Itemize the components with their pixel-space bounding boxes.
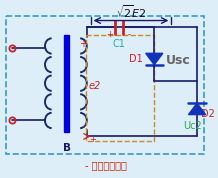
Text: D1: D1 <box>129 54 143 64</box>
Text: -: - <box>81 121 85 131</box>
Text: +: + <box>106 30 113 39</box>
Text: -: - <box>127 30 130 39</box>
Text: +: + <box>79 39 87 49</box>
Text: e2: e2 <box>89 81 101 91</box>
Polygon shape <box>189 103 206 115</box>
Polygon shape <box>146 53 163 65</box>
Text: +: + <box>89 135 96 144</box>
Text: - 倍压整流电路: - 倍压整流电路 <box>85 160 127 170</box>
Text: $\sqrt{2}E2$: $\sqrt{2}E2$ <box>116 3 146 20</box>
Bar <box>65 35 69 132</box>
Text: Usc: Usc <box>166 54 190 67</box>
Text: Uc2: Uc2 <box>183 121 202 131</box>
Text: C1: C1 <box>113 39 126 49</box>
Text: B: B <box>63 143 71 153</box>
Text: D2: D2 <box>201 109 215 119</box>
